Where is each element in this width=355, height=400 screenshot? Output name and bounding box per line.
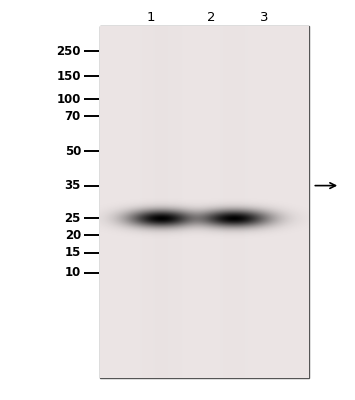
Text: 20: 20 (65, 229, 81, 242)
Text: 3: 3 (260, 11, 269, 24)
Text: 150: 150 (56, 70, 81, 82)
Text: 25: 25 (65, 212, 81, 224)
Text: 250: 250 (56, 45, 81, 58)
Text: 1: 1 (147, 11, 155, 24)
Text: 70: 70 (65, 110, 81, 122)
Text: 100: 100 (56, 93, 81, 106)
Text: 10: 10 (65, 266, 81, 279)
Text: 15: 15 (65, 246, 81, 259)
Text: 35: 35 (65, 179, 81, 192)
Text: 50: 50 (65, 145, 81, 158)
Bar (100, 26, 309, 378)
Text: 2: 2 (207, 11, 215, 24)
